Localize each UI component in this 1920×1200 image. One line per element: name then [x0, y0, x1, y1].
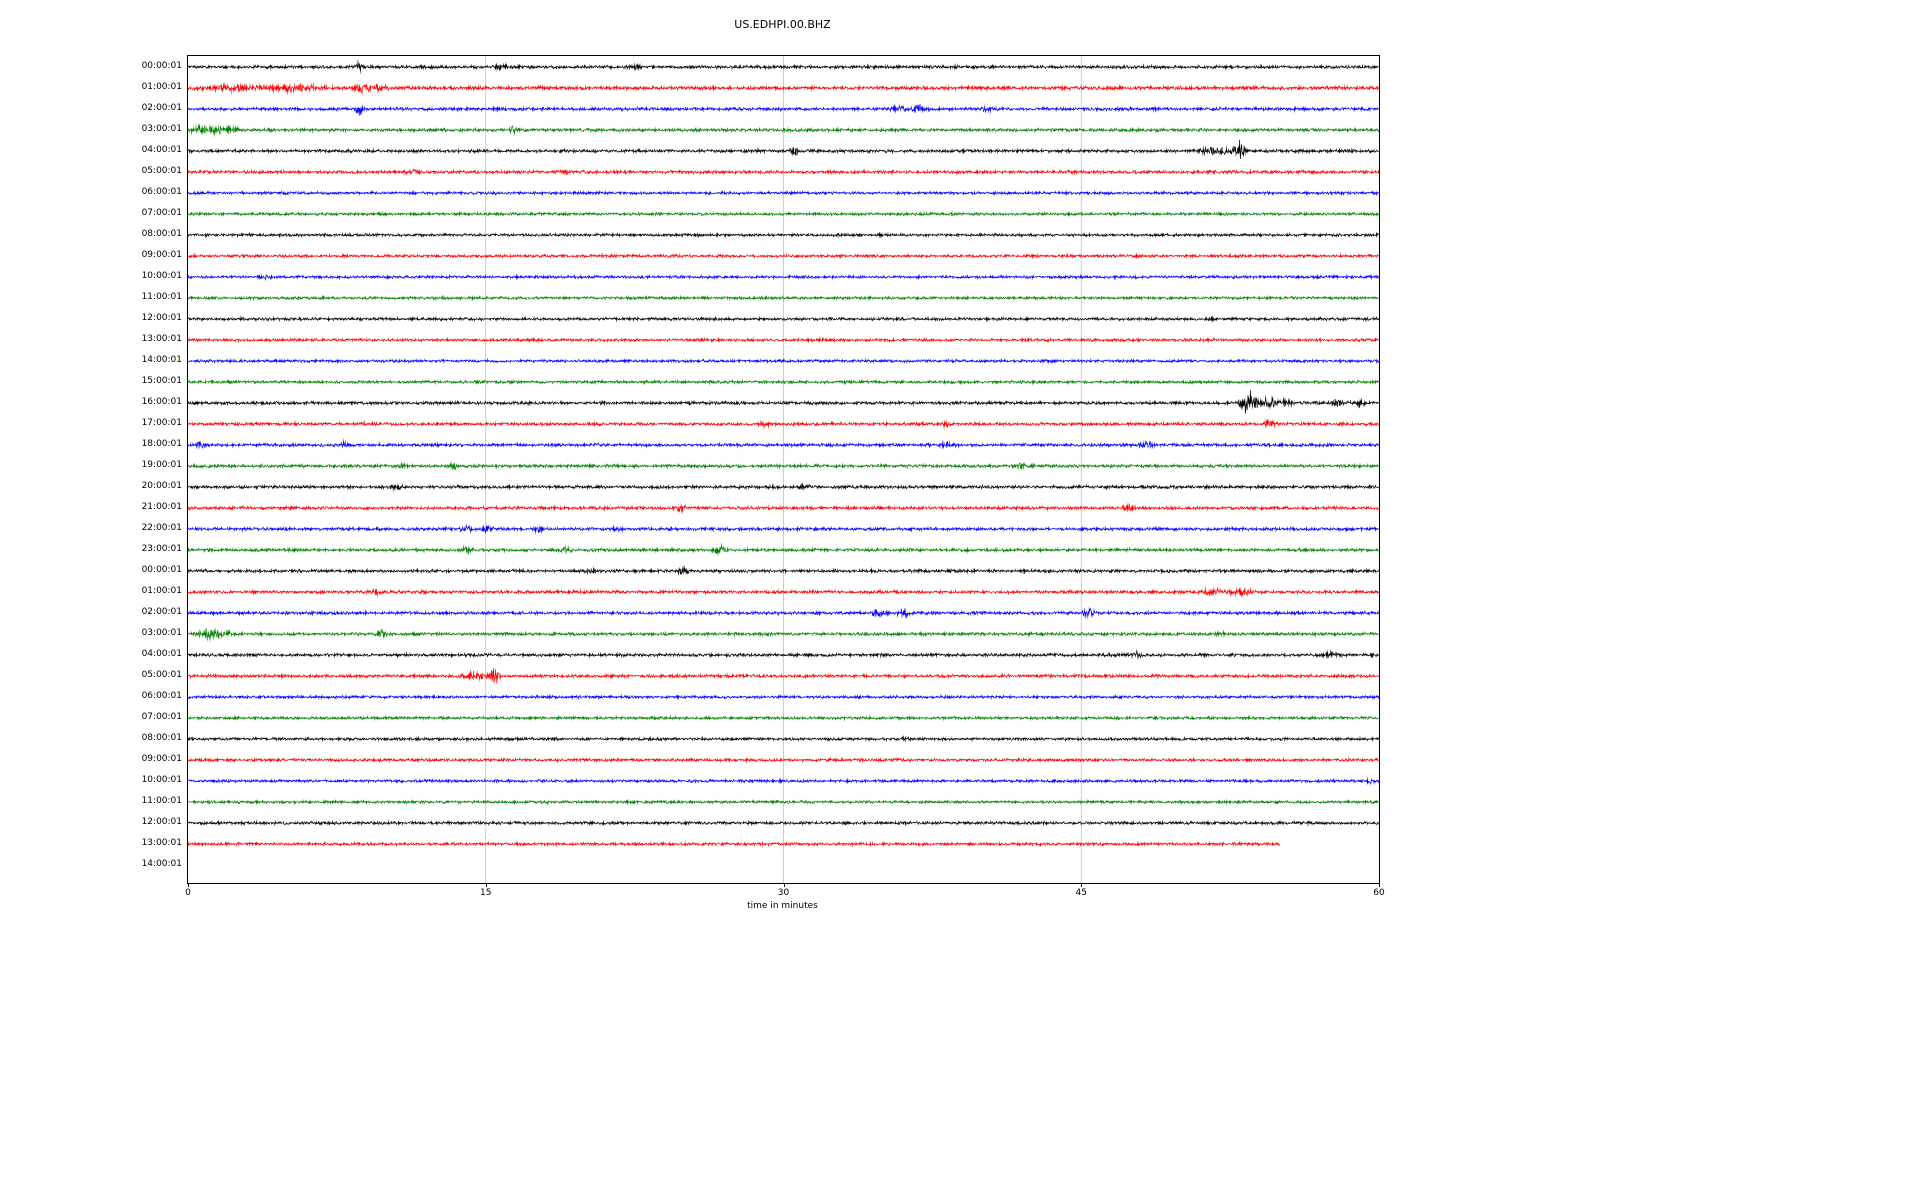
- x-tick-mark: [188, 883, 189, 887]
- chart-title: US.EDHPI.00.BHZ: [734, 18, 831, 31]
- trace-label: 02:00:01: [141, 102, 182, 113]
- trace-label: 17:00:01: [141, 417, 182, 428]
- trace-label: 01:00:01: [141, 81, 182, 92]
- trace-label: 11:00:01: [141, 795, 182, 806]
- x-tick-mark: [1379, 883, 1380, 887]
- x-tick-label: 15: [480, 888, 492, 898]
- x-tick-mark: [485, 883, 487, 887]
- trace-label: 13:00:01: [141, 837, 182, 848]
- trace-label: 22:00:01: [141, 522, 182, 533]
- trace-label: 14:00:01: [141, 354, 182, 365]
- x-tick-mark: [783, 883, 785, 887]
- trace-label: 23:00:01: [141, 543, 182, 554]
- trace-label: 06:00:01: [141, 690, 182, 701]
- trace-label: 00:00:01: [141, 564, 182, 575]
- x-tick-label: 0: [185, 888, 191, 898]
- trace-label: 10:00:01: [141, 774, 182, 785]
- trace-label: 05:00:01: [141, 165, 182, 176]
- trace-label: 12:00:01: [141, 816, 182, 827]
- trace-label: 04:00:01: [141, 144, 182, 155]
- trace-label: 03:00:01: [141, 123, 182, 134]
- trace-label: 09:00:01: [141, 753, 182, 764]
- trace-label: 12:00:01: [141, 312, 182, 323]
- trace-label: 14:00:01: [141, 858, 182, 869]
- x-axis-label: time in minutes: [747, 901, 818, 911]
- trace-label: 10:00:01: [141, 270, 182, 281]
- trace-label: 00:00:01: [141, 60, 182, 71]
- trace-label: 05:00:01: [141, 669, 182, 680]
- trace-label: 03:00:01: [141, 627, 182, 638]
- x-tick-label: 30: [777, 888, 790, 898]
- x-tick-label: 60: [1373, 888, 1385, 898]
- trace-label: 11:00:01: [141, 291, 182, 302]
- trace-label: 08:00:01: [141, 732, 182, 743]
- trace-label: 21:00:01: [141, 501, 182, 512]
- trace-label: 01:00:01: [141, 585, 182, 596]
- trace-label: 18:00:01: [141, 438, 182, 449]
- x-tick-mark: [1081, 883, 1083, 887]
- trace-label: 15:00:01: [141, 375, 182, 386]
- trace-label: 13:00:01: [141, 333, 182, 344]
- trace-label: 19:00:01: [141, 459, 182, 470]
- trace-label: 07:00:01: [141, 711, 182, 722]
- plot-area: [187, 55, 1380, 884]
- trace-label: 07:00:01: [141, 207, 182, 218]
- trace-label: 02:00:01: [141, 606, 182, 617]
- trace-label: 06:00:01: [141, 186, 182, 197]
- trace-label: 08:00:01: [141, 228, 182, 239]
- x-tick-label: 45: [1075, 888, 1087, 898]
- trace-label: 09:00:01: [141, 249, 182, 260]
- trace-label: 20:00:01: [141, 480, 182, 491]
- trace-label: 04:00:01: [141, 648, 182, 659]
- seismogram-canvas: [188, 56, 1379, 883]
- trace-label: 16:00:01: [141, 396, 182, 407]
